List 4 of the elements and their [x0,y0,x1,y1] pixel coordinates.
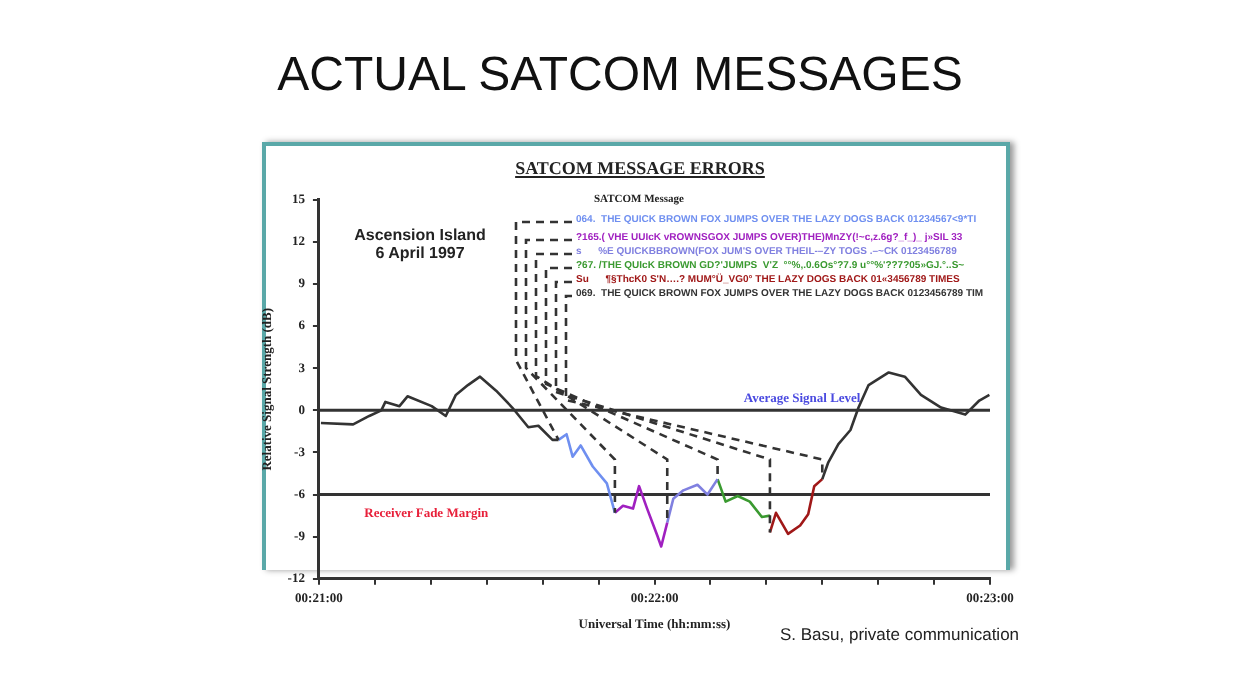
chart-title: ACTUAL SATCOM MESSAGES [275,48,965,104]
chart-subtitle: SATCOM MESSAGE ERRORS [513,158,767,178]
annotation: Ascension Island 6 April 1997 [352,226,488,262]
text: S. Basu, private communication [780,624,1020,644]
